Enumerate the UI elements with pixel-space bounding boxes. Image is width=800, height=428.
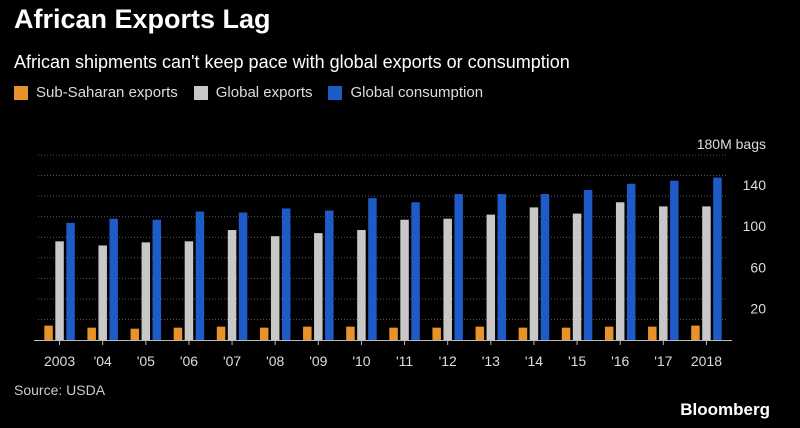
bar-global-exports — [702, 206, 711, 340]
bar-global-consumption — [109, 218, 118, 340]
x-tick-label: '16 — [611, 353, 629, 369]
x-tick-label: 2018 — [691, 353, 722, 369]
bar-global-consumption — [238, 212, 248, 340]
bar-global-exports — [615, 202, 625, 340]
chart-subtitle: African shipments can't keep pace with g… — [14, 52, 570, 72]
bar-sub-saharan — [432, 327, 441, 340]
bar-sub-saharan — [604, 326, 614, 340]
legend-label-global-exports: Global exports — [215, 84, 313, 101]
bar-sub-saharan — [87, 327, 96, 340]
x-tick-label: '10 — [352, 353, 370, 369]
x-tick-label: '06 — [180, 353, 198, 369]
bar-global-exports — [184, 241, 194, 340]
bar-sub-saharan — [259, 327, 269, 340]
bar-global-exports — [486, 214, 496, 340]
bloomberg-logo: Bloomberg — [680, 400, 770, 419]
bar-global-consumption — [195, 211, 205, 340]
bar-global-exports — [659, 206, 668, 340]
y-tick-label: 20 — [750, 300, 766, 316]
bar-sub-saharan — [389, 327, 398, 340]
bar-global-consumption — [540, 194, 550, 340]
legend-item-sub-saharan: Sub-Saharan exports — [14, 84, 178, 101]
x-tick-label: '15 — [568, 353, 586, 369]
y-tick-label: 60 — [750, 259, 766, 275]
legend-label-global-consumption: Global consumption — [350, 84, 484, 101]
source-note: Source: USDA — [14, 382, 106, 398]
y-tick-label: 100 — [743, 218, 767, 234]
bar-sub-saharan — [518, 327, 528, 340]
y-tick-label: 140 — [743, 177, 767, 193]
bar-global-exports — [314, 233, 323, 340]
bar-global-exports — [98, 245, 107, 340]
chart-title: African Exports Lag — [14, 4, 271, 34]
x-tick-label: '04 — [94, 353, 112, 369]
x-tick-label: '08 — [266, 353, 284, 369]
bar-global-consumption — [670, 180, 679, 340]
bar-global-consumption — [66, 222, 75, 340]
bar-sub-saharan — [303, 326, 312, 340]
x-tick-label: '12 — [439, 353, 457, 369]
bar-sub-saharan — [475, 326, 485, 340]
x-tick-label: '11 — [396, 353, 413, 369]
bar-sub-saharan — [561, 327, 571, 340]
bar-global-consumption — [281, 208, 291, 340]
legend-item-global-exports: Global exports — [193, 84, 313, 101]
bar-sub-saharan — [346, 326, 355, 340]
bar-sub-saharan — [648, 326, 657, 340]
bar-global-consumption — [152, 219, 162, 340]
legend: Sub-Saharan exports Global exports Globa… — [14, 84, 499, 101]
bar-sub-saharan — [44, 325, 53, 340]
x-tick-label: '14 — [525, 353, 543, 369]
y-tick-label: 180M bags — [697, 136, 766, 152]
bar-global-consumption — [583, 189, 593, 340]
legend-swatch-sub-saharan — [14, 85, 28, 100]
bar-global-exports — [227, 230, 237, 340]
legend-swatch-global-exports — [193, 85, 208, 100]
x-tick-label: '13 — [482, 353, 500, 369]
bar-global-exports — [443, 218, 452, 340]
bar-global-consumption — [497, 194, 507, 340]
bar-global-exports — [270, 236, 280, 340]
bar-global-consumption — [325, 210, 334, 340]
legend-swatch-global-consumption — [328, 85, 343, 100]
bar-global-consumption — [713, 177, 722, 340]
bar-global-consumption — [626, 183, 636, 340]
bar-global-exports — [357, 230, 366, 340]
x-tick-label: '05 — [137, 353, 155, 369]
x-tick-label: '09 — [309, 353, 327, 369]
bar-global-consumption — [368, 198, 377, 340]
legend-item-global-consumption: Global consumption — [328, 84, 483, 101]
bar-global-exports — [400, 219, 409, 340]
bar-global-exports — [572, 213, 582, 340]
bar-sub-saharan — [216, 326, 226, 340]
bar-global-consumption — [454, 194, 463, 340]
bar-global-exports — [141, 242, 151, 340]
bar-global-consumption — [411, 202, 420, 340]
x-tick-label: '17 — [654, 353, 672, 369]
bar-sub-saharan — [173, 327, 183, 340]
x-tick-label: 2003 — [44, 353, 75, 369]
legend-label-sub-saharan: Sub-Saharan exports — [36, 84, 178, 101]
bar-sub-saharan — [691, 325, 700, 340]
bar-sub-saharan — [130, 328, 140, 340]
x-tick-label: '07 — [223, 353, 241, 369]
bar-global-exports — [55, 241, 64, 340]
bar-global-exports — [529, 207, 539, 340]
